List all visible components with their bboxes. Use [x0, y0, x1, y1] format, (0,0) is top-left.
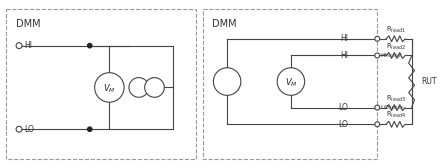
Text: LO: LO [338, 120, 348, 129]
Circle shape [277, 68, 305, 95]
Text: $V_M$: $V_M$ [103, 82, 116, 95]
Bar [6, 9, 196, 159]
Text: HI: HI [24, 41, 32, 50]
Text: R$_{lead2}$: R$_{lead2}$ [385, 41, 406, 52]
Text: HI: HI [340, 34, 348, 43]
Circle shape [16, 126, 22, 132]
Circle shape [88, 44, 92, 48]
Circle shape [213, 68, 241, 95]
Circle shape [375, 53, 380, 58]
Text: $V_M$: $V_M$ [284, 76, 297, 89]
Circle shape [88, 127, 92, 131]
Text: LO: LO [338, 103, 348, 112]
Circle shape [145, 78, 164, 97]
Text: R$_{lead1}$: R$_{lead1}$ [385, 25, 406, 35]
Circle shape [375, 36, 380, 41]
Text: DMM: DMM [16, 19, 41, 29]
Text: LO$_{\rm SENSE}$: LO$_{\rm SENSE}$ [380, 103, 405, 112]
Text: RUT: RUT [422, 77, 437, 86]
Circle shape [95, 73, 124, 102]
Bar [202, 9, 377, 159]
Text: DMM: DMM [213, 19, 237, 29]
Circle shape [375, 105, 380, 110]
Circle shape [16, 43, 22, 49]
Text: R$_{lead3}$: R$_{lead3}$ [385, 93, 406, 104]
Circle shape [129, 78, 149, 97]
Text: HI$_{\rm SENSE}$: HI$_{\rm SENSE}$ [380, 51, 403, 60]
Text: LO: LO [24, 125, 34, 134]
Text: HI: HI [340, 51, 348, 60]
Text: R$_{lead4}$: R$_{lead4}$ [385, 110, 406, 120]
Circle shape [375, 122, 380, 127]
